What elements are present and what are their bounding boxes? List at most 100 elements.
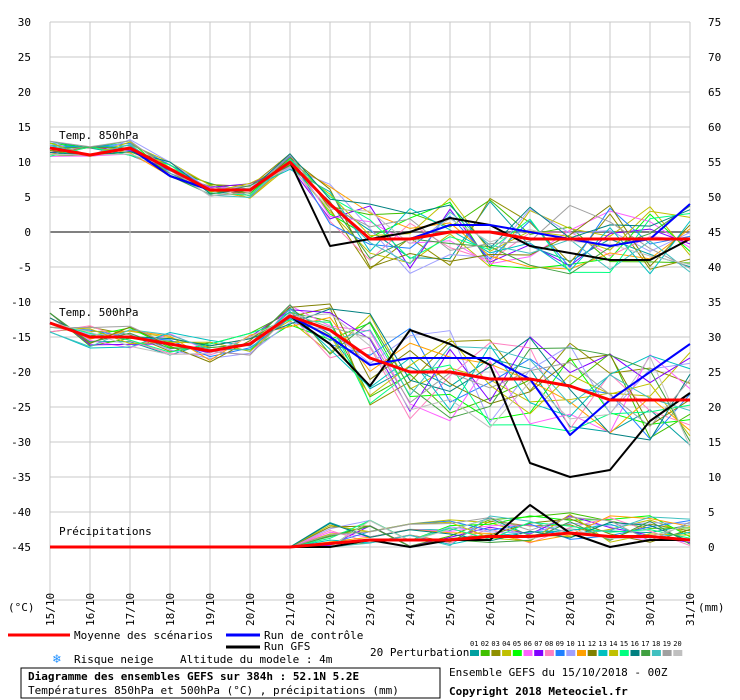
left-tick-label: -25 <box>11 401 31 414</box>
perturbation-t500-line <box>49 312 691 427</box>
perturbation-legend-swatch <box>566 650 576 656</box>
grid <box>49 21 691 601</box>
date-tick-label: 17/10 <box>124 593 137 626</box>
right-tick-label: 60 <box>708 121 721 134</box>
right-tick-label: 20 <box>708 401 721 414</box>
date-tick-label: 31/10 <box>684 593 697 626</box>
right-tick-label: 35 <box>708 296 721 309</box>
left-tick-label: -20 <box>11 366 31 379</box>
right-tick-label: 70 <box>708 51 721 64</box>
perturbation-legend-swatch <box>609 650 619 656</box>
legend-control: Run de contrôle <box>264 629 363 642</box>
perturbation-t850-line <box>49 142 691 269</box>
t500-mean-line <box>49 314 690 402</box>
perturbation-t500-line <box>49 310 691 418</box>
right-tick-label: 45 <box>708 226 721 239</box>
left-tick-label: -35 <box>11 471 31 484</box>
chart-subtitle: Températures 850hPa et 500hPa (°C) , pré… <box>28 684 399 697</box>
perturbation-legend-label: 17 <box>641 640 649 648</box>
perturbation-legend: 01 02 03 04 05 06 07 08 09 10 11 12 13 14 15 16 17 18 19 20 <box>470 640 683 656</box>
legend-gfs: Run GFS <box>264 640 310 653</box>
legend-perturbations: 20 Perturbations <box>370 646 476 659</box>
perturbation-t500-line <box>49 321 691 423</box>
right-tick-label: 65 <box>708 86 721 99</box>
date-tick-label: 27/10 <box>524 593 537 626</box>
date-tick-label: 16/10 <box>84 593 97 626</box>
left-tick-label: 15 <box>18 121 31 134</box>
perturbation-t500-line <box>49 314 691 403</box>
right-tick-label: 55 <box>708 156 721 169</box>
copyright: Copyright 2018 Meteociel.fr <box>449 685 628 698</box>
right-axis-unit: (mm) <box>698 601 725 614</box>
perturbation-legend-swatch <box>673 650 683 656</box>
left-tick-label: -40 <box>11 506 31 519</box>
left-tick-label: 30 <box>18 16 31 29</box>
right-tick-label: 40 <box>708 261 721 274</box>
left-tick-label: 0 <box>24 226 31 239</box>
perturbation-legend-label: 03 <box>491 640 499 648</box>
legend-altitude: Altitude du modele : 4m <box>180 653 333 666</box>
perturbation-t500-line <box>49 313 691 447</box>
perturbation-t850-line <box>49 139 691 274</box>
perturbation-legend-swatch <box>577 650 586 656</box>
perturbation-legend-label: 04 <box>502 640 510 648</box>
perturbation-legend-label: 19 <box>663 640 671 648</box>
perturbation-legend-label: 18 <box>652 640 660 648</box>
perturbation-legend-label: 02 <box>481 640 489 648</box>
chart-title: Diagramme des ensembles GEFS sur 384h : … <box>28 670 359 683</box>
perturbation-legend-label: 13 <box>598 640 606 648</box>
main-series <box>49 146 691 549</box>
ensemble-info: Ensemble GEFS du 15/10/2018 - 00Z <box>449 666 668 679</box>
perturbation-t850-line <box>49 143 691 268</box>
perturbation-legend-swatch <box>512 650 522 656</box>
left-tick-label: 10 <box>18 156 31 169</box>
perturbation-legend-label: 10 <box>566 640 574 648</box>
label-precip: Précipitations <box>59 525 152 538</box>
perturbation-legend-swatch <box>619 650 629 656</box>
date-tick-label: 21/10 <box>284 593 297 626</box>
date-tick-label: 20/10 <box>244 593 257 626</box>
right-tick-label: 30 <box>708 331 721 344</box>
perturbation-legend-swatch <box>470 650 479 656</box>
perturbation-t500-line <box>49 309 691 412</box>
perturbation-legend-label: 15 <box>620 640 628 648</box>
perturbation-legend-label: 14 <box>609 640 617 648</box>
perturbation-t500-line <box>49 308 691 441</box>
perturbation-t850-line <box>49 151 691 249</box>
snowflake-icon: ❄ <box>52 652 61 667</box>
t850-mean-line <box>49 146 690 241</box>
perturbation-legend-label: 12 <box>588 640 596 648</box>
perturbation-t500-line <box>49 313 691 430</box>
date-tick-label: 28/10 <box>564 593 577 626</box>
date-tick-label: 15/10 <box>44 593 57 626</box>
perturbation-t500-line <box>49 304 691 442</box>
right-tick-label: 0 <box>708 541 715 554</box>
perturbation-legend-label: 16 <box>631 640 639 648</box>
perturbation-legend-label: 06 <box>524 640 532 648</box>
perturbation-legend-label: 01 <box>470 640 478 648</box>
perturbation-legend-swatch <box>555 650 565 656</box>
perturbation-t500-line <box>49 316 691 434</box>
left-tick-label: -10 <box>11 296 31 309</box>
date-tick-label: 26/10 <box>484 593 497 626</box>
date-tick-label: 25/10 <box>444 593 457 626</box>
left-tick-label: 5 <box>24 191 31 204</box>
left-tick-label: -15 <box>11 331 31 344</box>
date-tick-label: 19/10 <box>204 593 217 626</box>
right-tick-label: 5 <box>708 506 715 519</box>
date-tick-label: 29/10 <box>604 593 617 626</box>
perturbation-t500-line <box>49 319 691 432</box>
perturbation-t500-line <box>49 303 691 426</box>
date-tick-label: 23/10 <box>364 593 377 626</box>
perturbation-legend-label: 07 <box>534 640 542 648</box>
date-tick-label: 18/10 <box>164 593 177 626</box>
perturbation-legend-label: 05 <box>513 640 521 648</box>
perturbation-legend-label: 11 <box>577 640 585 648</box>
perturbation-legend-swatch <box>544 650 554 656</box>
left-tick-label: -45 <box>11 541 31 554</box>
left-tick-label: -30 <box>11 436 31 449</box>
right-tick-label: 15 <box>708 436 721 449</box>
right-tick-label: 75 <box>708 16 721 29</box>
